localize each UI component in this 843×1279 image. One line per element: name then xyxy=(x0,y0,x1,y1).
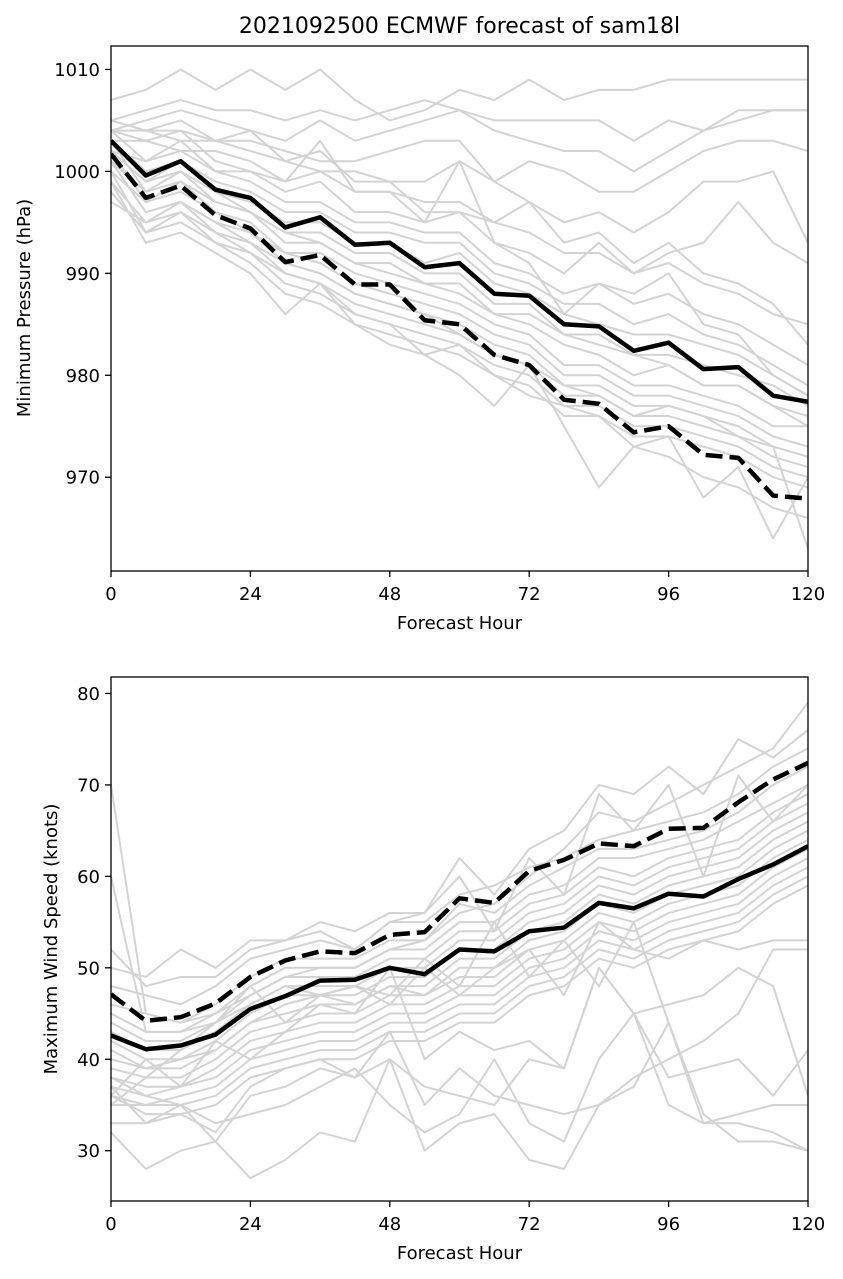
pressure-axes: 0 24 48 72 96 120 970 980 990 1000 1010 xyxy=(54,45,825,605)
wind-ensemble-member-19 xyxy=(111,1012,808,1143)
pressure-y-tick-label: 980 xyxy=(66,366,100,387)
wind-x-tick-label: 120 xyxy=(791,1214,825,1235)
wind-y-tick-label: 40 xyxy=(77,1050,100,1071)
pressure-x-axis-label: Forecast Hour xyxy=(397,613,523,634)
pressure-ensemble-member-13 xyxy=(111,150,808,428)
wind-ensemble-member-17 xyxy=(111,966,808,1152)
wind-y-tick-label: 30 xyxy=(77,1141,100,1162)
wind-ensemble-member-7 xyxy=(111,802,808,1052)
pressure-x-tick-label: 48 xyxy=(378,584,401,605)
wind-x-tick-label: 96 xyxy=(657,1214,680,1235)
pressure-y-tick-label: 1000 xyxy=(54,162,100,183)
pressure-y-tick-label: 1010 xyxy=(54,60,100,81)
pressure-y-tick-label: 970 xyxy=(66,468,100,489)
pressure-x-tick-label: 24 xyxy=(239,584,262,605)
pressure-ensemble-member-24 xyxy=(111,150,808,428)
wind-x-tick-label: 0 xyxy=(105,1214,116,1235)
wind-axes: 0 24 48 72 96 120 30 40 50 60 70 80 xyxy=(77,676,825,1235)
wind-ensemble-member-16 xyxy=(111,884,808,1116)
pressure-x-tick-label: 0 xyxy=(105,584,116,605)
wind-ensemble-member-22 xyxy=(111,921,808,1125)
pressure-ensemble-member-22 xyxy=(111,119,808,346)
pressure-ensemble-member-6 xyxy=(111,139,808,275)
pressure-mean-lines xyxy=(111,139,808,501)
pressure-x-tick-label: 120 xyxy=(791,584,825,605)
pressure-ensemble-member-19 xyxy=(111,181,808,540)
pressure-ensemble-member-9 xyxy=(111,140,808,387)
wind-ensemble-member-2 xyxy=(111,729,808,988)
wind-ensemble-member-23 xyxy=(111,876,808,1033)
wind-ensemble-member-3 xyxy=(111,747,808,1006)
wind-mean-lines xyxy=(111,760,808,1052)
wind-ensemble-member-14 xyxy=(111,866,808,1106)
pressure-y-tick-label: 990 xyxy=(66,264,100,285)
pressure-ensemble-member-21 xyxy=(111,129,808,397)
wind-x-tick-label: 24 xyxy=(239,1214,262,1235)
wind-y-tick-label: 80 xyxy=(77,684,100,705)
pressure-ensemble-member-3 xyxy=(111,109,808,173)
pressure-ensemble-member-1 xyxy=(111,68,808,122)
wind-y-tick-label: 50 xyxy=(77,958,100,979)
pressure-y-axis-label: Minimum Pressure (hPa) xyxy=(14,199,35,417)
wind-ensemble-lines xyxy=(111,702,808,1180)
wind-ensemble-member-1 xyxy=(111,702,808,1024)
wind-ensemble-member-24 xyxy=(111,774,808,978)
wind-ensemble-member-21 xyxy=(111,966,808,1097)
pressure-plot-frame xyxy=(110,45,809,572)
pressure-panel: 2021092500 ECMWF forecast of sam18l 0 24 4… xyxy=(14,14,825,634)
wind-ensemble-member-15 xyxy=(111,875,808,1106)
wind-ensemble-member-20 xyxy=(111,948,808,1143)
chart-title: 2021092500 ECMWF forecast of sam18l xyxy=(239,14,680,39)
wind-solid-line xyxy=(111,844,808,1052)
wind-x-tick-label: 72 xyxy=(518,1214,541,1235)
wind-dashed-line xyxy=(111,760,808,1024)
wind-ensemble-member-18 xyxy=(111,1021,808,1180)
pressure-x-tick-label: 72 xyxy=(518,584,541,605)
pressure-x-tick-label: 96 xyxy=(657,584,680,605)
pressure-dashed-line xyxy=(111,152,808,501)
pressure-ensemble-member-10 xyxy=(111,150,808,397)
pressure-ensemble-member-4 xyxy=(111,129,808,193)
wind-ensemble-member-10 xyxy=(111,829,808,1070)
wind-ensemble-member-6 xyxy=(111,793,808,1042)
wind-ensemble-member-5 xyxy=(111,784,808,1033)
wind-x-axis-label: Forecast Hour xyxy=(397,1243,523,1264)
pressure-ensemble-member-23 xyxy=(111,160,808,549)
wind-y-axis-label: Maximum Wind Speed (knots) xyxy=(41,804,62,1075)
wind-y-tick-label: 70 xyxy=(77,775,100,796)
wind-panel: 0 24 48 72 96 120 30 40 50 60 70 80 Forecast Hour M… xyxy=(41,676,825,1264)
wind-x-tick-label: 48 xyxy=(378,1214,401,1235)
pressure-solid-line xyxy=(111,139,808,404)
wind-y-tick-label: 60 xyxy=(77,867,100,888)
pressure-ensemble-member-20 xyxy=(111,201,808,519)
wind-plot-frame xyxy=(110,676,809,1202)
